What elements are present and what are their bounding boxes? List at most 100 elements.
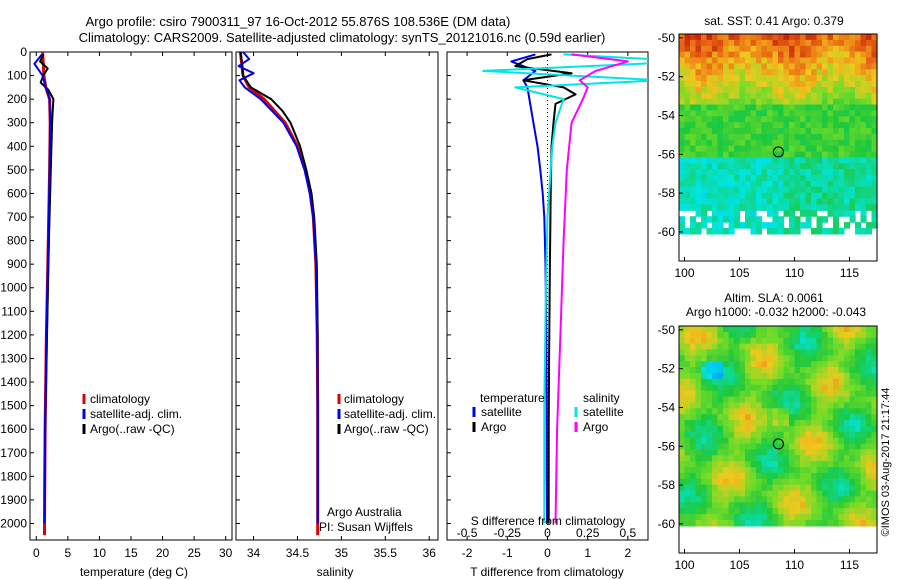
sst-map-cell xyxy=(772,163,779,170)
sla-map-cell xyxy=(684,490,691,498)
temperature-xtick-label: 30 xyxy=(219,546,233,560)
sla-map-cell xyxy=(822,455,829,462)
sst-map-cell xyxy=(684,39,691,47)
sla-map-cell xyxy=(734,472,741,480)
sla-map-cell xyxy=(750,373,757,380)
sst-map-cell xyxy=(745,98,752,106)
sla-map-cell xyxy=(794,349,801,356)
sst-map-cell xyxy=(849,186,856,194)
sla-map-cell xyxy=(706,355,713,362)
sst-map-cell xyxy=(849,210,856,217)
sla-map-cell xyxy=(844,414,851,421)
sst-map-cell xyxy=(706,45,713,53)
sla-map-cell xyxy=(767,349,774,356)
sst-map-cell xyxy=(789,39,796,47)
sla-map-cell xyxy=(767,384,774,392)
sst-map-cell xyxy=(706,104,713,111)
sla-map-cell xyxy=(761,461,768,468)
sla-map-cell xyxy=(695,396,702,403)
sst-map-cell xyxy=(728,57,735,64)
sla-map-cell xyxy=(756,373,763,380)
sst-map-cell xyxy=(750,34,757,41)
sla-map-cell xyxy=(712,520,719,527)
sla-map-cell xyxy=(805,484,812,492)
sla-map-cell xyxy=(855,490,862,498)
sla-map-cell xyxy=(767,514,774,521)
sla-map-cell xyxy=(800,490,807,498)
sst-map-cell xyxy=(750,157,757,164)
sla-map-cell xyxy=(679,467,686,474)
sst-map-panel: sat. SST: 0.41 Argo: 0.379 -50-52-54-56-… xyxy=(658,14,878,280)
sla-map-cell xyxy=(860,331,867,339)
sst-map-cell xyxy=(712,139,719,147)
sla-map-cell xyxy=(849,449,856,456)
sla-map-cell xyxy=(756,461,763,468)
sst-map-cell xyxy=(860,98,867,106)
sla-map-cell xyxy=(783,478,790,486)
sla-map-cell xyxy=(805,384,812,392)
sst-map-cell xyxy=(811,145,818,153)
sst-map-cell xyxy=(706,69,713,76)
sst-map-cell xyxy=(745,75,752,82)
sst-map-cell xyxy=(739,75,746,82)
sla-map-cell xyxy=(794,431,801,439)
sst-map-cell xyxy=(789,204,796,211)
sla-map-cell xyxy=(805,326,812,333)
salinity-legend: climatology satellite-adj. clim. Argo(..… xyxy=(337,392,436,436)
sla-map-cell xyxy=(860,396,867,403)
sla-map-cell xyxy=(695,361,702,368)
sst-map-cell xyxy=(717,192,724,200)
sst-map-cell xyxy=(860,75,867,82)
sst-map-cell xyxy=(756,163,763,170)
sst-map-cell xyxy=(695,175,702,182)
sst-map-cell xyxy=(811,192,818,200)
sst-map-cell xyxy=(849,192,856,200)
sst-map-cell xyxy=(750,122,757,129)
sla-map-cell xyxy=(778,337,785,345)
sst-map-cell xyxy=(679,92,686,100)
sst-map-cell xyxy=(789,86,796,94)
sla-map-cell xyxy=(855,484,862,492)
sla-map-cell xyxy=(706,449,713,456)
sla-map-cell xyxy=(866,414,873,421)
sst-map-cell xyxy=(871,198,878,206)
sst-map-cell xyxy=(734,69,741,76)
temperature-legend-climatology-label: climatology xyxy=(90,392,150,406)
sla-map-cell xyxy=(822,384,829,392)
difference-xtick-label: 0 xyxy=(544,546,551,560)
sst-map-cell xyxy=(690,45,697,53)
difference-stick-label: -0.25 xyxy=(494,526,522,540)
sla-map-cell xyxy=(822,420,829,427)
sst-map-cell xyxy=(866,151,873,159)
sst-map-cell xyxy=(822,145,829,153)
sst-map-cell xyxy=(734,122,741,129)
sst-map-cell xyxy=(860,92,867,100)
sla-map-cell xyxy=(805,467,812,474)
sst-map-cell xyxy=(745,45,752,53)
sla-map-ytick-label: -52 xyxy=(658,362,676,376)
sla-map-cell xyxy=(844,326,851,333)
sla-map-cell xyxy=(745,343,752,351)
sst-map-cell xyxy=(822,63,829,70)
sla-map-cell xyxy=(844,361,851,368)
sst-map-cell xyxy=(772,204,779,211)
sst-map-cell xyxy=(701,39,708,47)
sla-map-cell xyxy=(684,420,691,427)
sst-map-cell xyxy=(866,163,873,170)
sst-map-cell xyxy=(723,63,730,70)
difference-xtick-label: -1 xyxy=(502,546,513,560)
sst-map-cell xyxy=(789,210,796,217)
sst-map-cell xyxy=(849,39,856,47)
sla-map-cell xyxy=(734,514,741,521)
sla-map-cell xyxy=(761,472,768,480)
sla-map-cell xyxy=(739,472,746,480)
sst-map-cell xyxy=(805,204,812,211)
sst-map-cell xyxy=(805,163,812,170)
sst-map-cell xyxy=(860,110,867,117)
sst-map-cell xyxy=(800,210,807,217)
sla-map-cell xyxy=(871,520,878,527)
sla-map-cell xyxy=(717,355,724,362)
sla-map-cell xyxy=(772,402,779,409)
sst-map-cell xyxy=(712,39,719,47)
sst-map-cell xyxy=(783,75,790,82)
